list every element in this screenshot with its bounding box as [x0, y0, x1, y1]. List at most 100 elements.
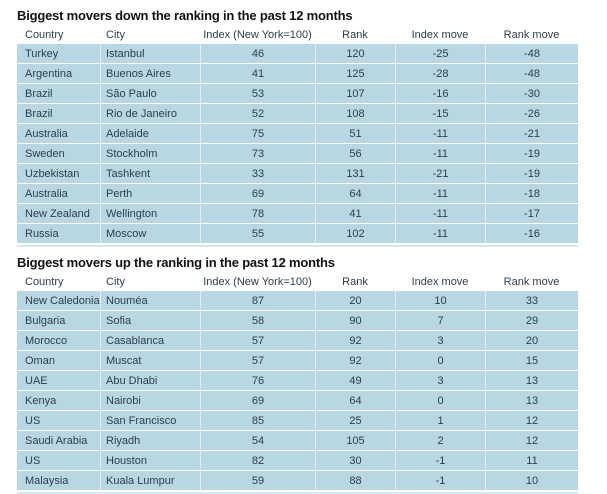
cell-index-move: -11 [395, 224, 485, 243]
column-header-rank-move: Rank move [503, 29, 560, 41]
table-row: Malaysia Kuala Lumpur 59 88 -1 10 [17, 471, 578, 490]
cell-city: Adelaide [100, 124, 200, 143]
cell-rank-move: -30 [485, 84, 578, 103]
cell-city: Riyadh [100, 431, 200, 450]
column-header-index-move: Index move [411, 29, 469, 41]
cell-country: US [17, 451, 100, 470]
cell-index-move: 1 [395, 411, 485, 430]
cell-index: 46 [200, 44, 315, 63]
cell-rank: 51 [315, 124, 395, 143]
cell-index-move: 3 [395, 331, 485, 350]
column-header-index-move: Index move [411, 276, 469, 288]
table-row: Saudi Arabia Riyadh 54 105 2 12 [17, 431, 578, 450]
cell-index-move: -1 [395, 451, 485, 470]
cell-city: Nouméa [100, 291, 200, 310]
cell-index: 76 [200, 371, 315, 390]
cell-rank-move: 12 [485, 411, 578, 430]
table-row: Kenya Nairobi 69 64 0 13 [17, 391, 578, 410]
cell-country: Kenya [17, 391, 100, 410]
column-header-city: City [106, 29, 125, 41]
cell-country: US [17, 411, 100, 430]
table-row: US Houston 82 30 -1 11 [17, 451, 578, 470]
cell-index-move: -25 [395, 44, 485, 63]
cell-country: UAE [17, 371, 100, 390]
cell-index-move: -15 [395, 104, 485, 123]
cell-index: 78 [200, 204, 315, 223]
cell-country: Morocco [17, 331, 100, 350]
movers-down-section: Biggest movers down the ranking in the p… [17, 8, 595, 247]
table-row: Bulgaria Sofia 58 90 7 29 [17, 311, 578, 330]
cell-city: Sofia [100, 311, 200, 330]
cell-index-move: -21 [395, 164, 485, 183]
table-row: Brazil Rio de Janeiro 52 108 -15 -26 [17, 104, 578, 123]
cell-rank-move: 13 [485, 371, 578, 390]
column-header-city: City [106, 276, 125, 288]
cell-index-move: -11 [395, 144, 485, 163]
cell-country: Bulgaria [17, 311, 100, 330]
table-row: New Caledonia Nouméa 87 20 10 33 [17, 291, 578, 310]
cell-index: 58 [200, 311, 315, 330]
column-header-country: Country [25, 29, 64, 41]
cell-index: 87 [200, 291, 315, 310]
cell-rank: 92 [315, 351, 395, 370]
cell-city: Nairobi [100, 391, 200, 410]
cell-index-move: 3 [395, 371, 485, 390]
cell-rank: 64 [315, 184, 395, 203]
cell-rank-move: 33 [485, 291, 578, 310]
cell-rank: 20 [315, 291, 395, 310]
cell-city: Istanbul [100, 44, 200, 63]
cell-rank-move: 10 [485, 471, 578, 490]
cell-rank-move: -19 [485, 144, 578, 163]
cell-index-move: 0 [395, 391, 485, 410]
cell-rank: 108 [315, 104, 395, 123]
cell-rank: 25 [315, 411, 395, 430]
column-header-index: Index (New York=100) [203, 29, 312, 41]
table-row: Uzbekistan Tashkent 33 131 -21 -19 [17, 164, 578, 183]
cell-rank-move: 20 [485, 331, 578, 350]
cell-index-move: 7 [395, 311, 485, 330]
cell-rank-move: -17 [485, 204, 578, 223]
cell-index: 69 [200, 391, 315, 410]
table-bottom-rule [17, 245, 578, 247]
cell-index: 52 [200, 104, 315, 123]
cell-index-move: -16 [395, 84, 485, 103]
cell-country: Uzbekistan [17, 164, 100, 183]
table-row: US San Francisco 85 25 1 12 [17, 411, 578, 430]
header-row: Country City Index (New York=100) Rank Index… [17, 276, 578, 290]
cell-rank-move: -16 [485, 224, 578, 243]
cell-index: 54 [200, 431, 315, 450]
cell-index: 53 [200, 84, 315, 103]
table-row: Australia Perth 69 64 -11 -18 [17, 184, 578, 203]
cell-index-move: 2 [395, 431, 485, 450]
cell-rank: 92 [315, 331, 395, 350]
cell-rank-move: -19 [485, 164, 578, 183]
cell-city: Muscat [100, 351, 200, 370]
cell-index: 33 [200, 164, 315, 183]
header-row: Country City Index (New York=100) Rank Index… [17, 29, 578, 43]
cell-index-move: -11 [395, 204, 485, 223]
cell-city: Rio de Janeiro [100, 104, 200, 123]
cell-rank-move: -48 [485, 64, 578, 83]
cell-index: 59 [200, 471, 315, 490]
cell-index: 73 [200, 144, 315, 163]
cell-index: 85 [200, 411, 315, 430]
column-header-rank: Rank [342, 276, 368, 288]
column-header-country: Country [25, 276, 64, 288]
cell-index: 75 [200, 124, 315, 143]
cell-city: San Francisco [100, 411, 200, 430]
cell-rank: 102 [315, 224, 395, 243]
cell-rank: 49 [315, 371, 395, 390]
table-row: Argentina Buenos Aires 41 125 -28 -48 [17, 64, 578, 83]
cell-index: 57 [200, 351, 315, 370]
cell-city: Tashkent [100, 164, 200, 183]
column-header-rank: Rank [342, 29, 368, 41]
column-header-rank-move: Rank move [503, 276, 560, 288]
cell-index-move: -11 [395, 184, 485, 203]
movers-up-section: Biggest movers up the ranking in the pas… [17, 255, 595, 494]
table-row: Sweden Stockholm 73 56 -11 -19 [17, 144, 578, 163]
cell-rank-move: -18 [485, 184, 578, 203]
cell-rank-move: 13 [485, 391, 578, 410]
table-row: UAE Abu Dhabi 76 49 3 13 [17, 371, 578, 390]
cell-city: Casablanca [100, 331, 200, 350]
table-row: New Zealand Wellington 78 41 -11 -17 [17, 204, 578, 223]
